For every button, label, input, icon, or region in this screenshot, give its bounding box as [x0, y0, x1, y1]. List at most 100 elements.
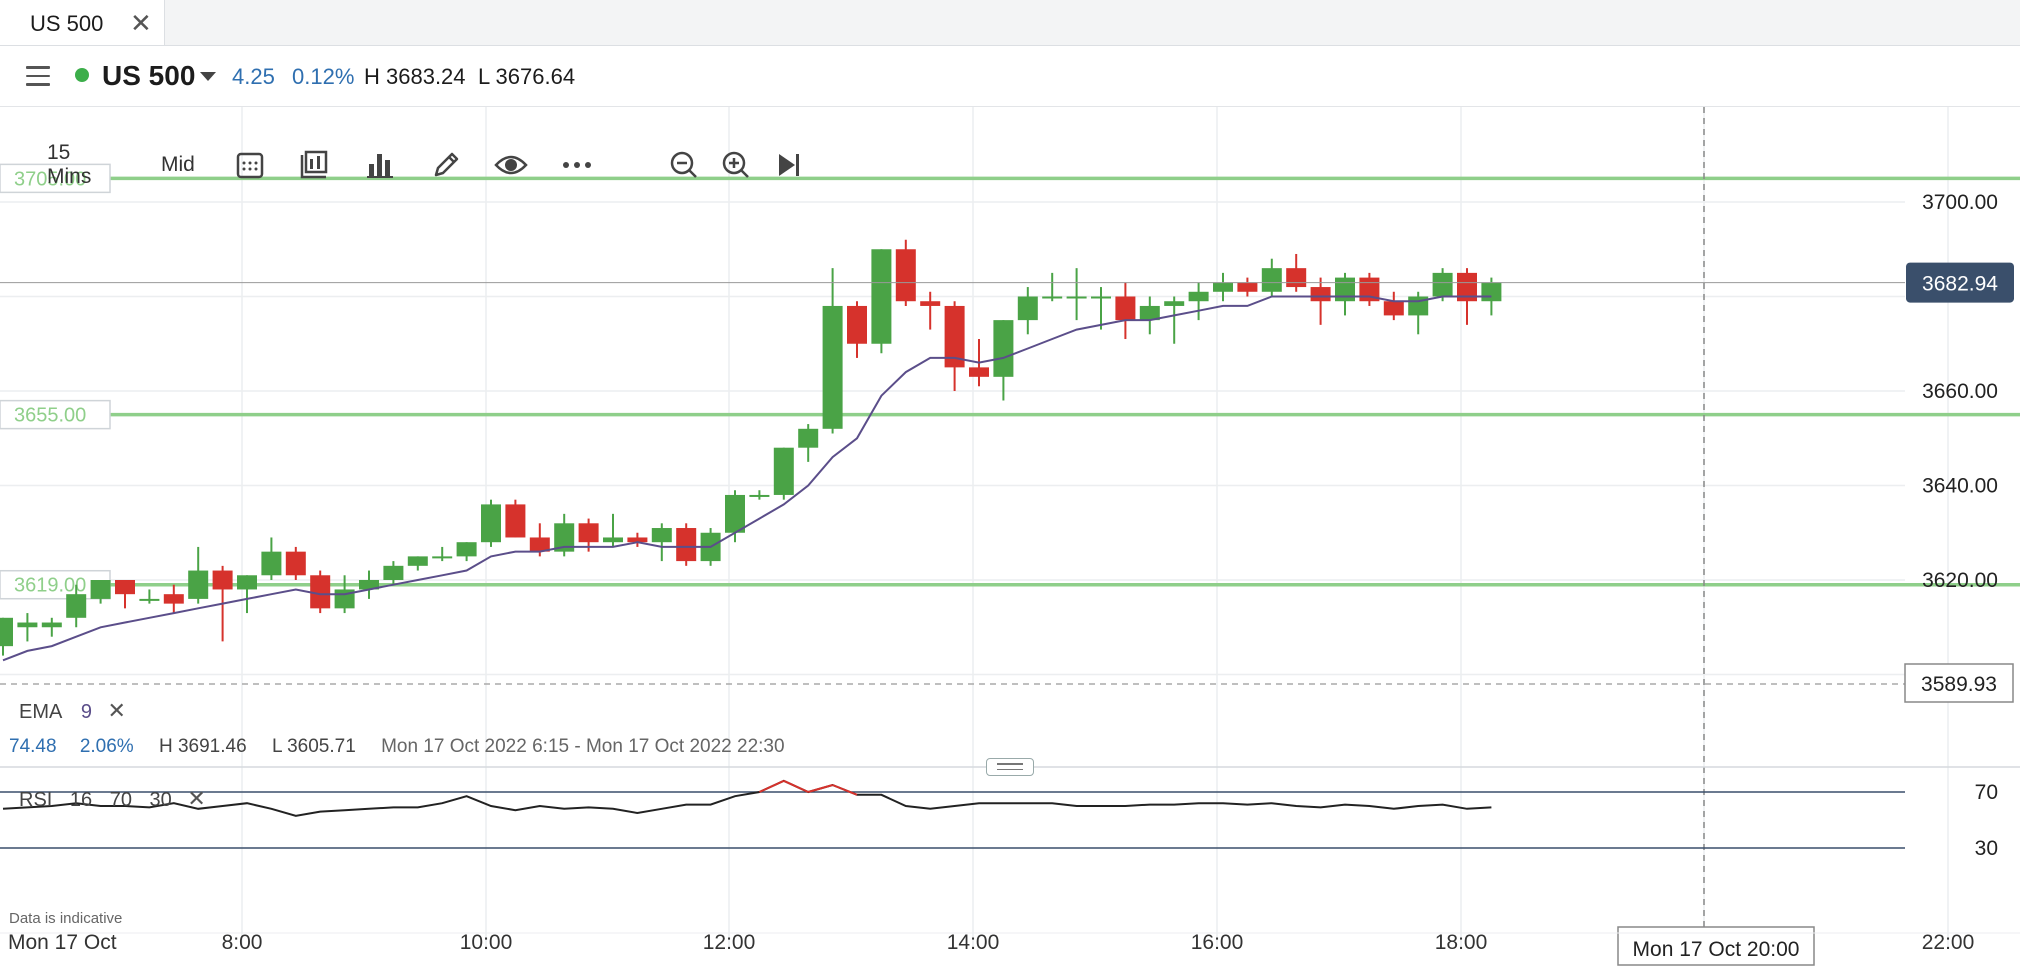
candle[interactable] [1286, 253, 1307, 292]
candle[interactable] [237, 575, 257, 614]
candle[interactable] [1164, 296, 1185, 344]
candle[interactable] [383, 561, 404, 585]
draw-icon[interactable] [430, 140, 462, 190]
candle[interactable] [1359, 272, 1380, 306]
candle[interactable] [310, 570, 331, 614]
candle[interactable] [163, 584, 184, 614]
candle[interactable] [1066, 268, 1087, 321]
candle-body [1457, 272, 1477, 302]
x-tick-label: Mon 17 Oct [8, 931, 117, 954]
price-chart[interactable]: 3705.00 3655.00 3619.00 3700.00 3660.00 3640… [0, 107, 2020, 970]
crosshair-price-label: 3589.93 [1921, 673, 1997, 696]
x-tick-label: 18:00 [1435, 931, 1488, 954]
candle[interactable] [1237, 277, 1258, 297]
candle-body [1481, 282, 1502, 302]
candle[interactable] [66, 584, 87, 628]
candle[interactable] [603, 513, 623, 547]
tab-us500[interactable]: US 500 ✕ [0, 0, 165, 45]
candle[interactable] [627, 532, 648, 547]
range-info: 74.48 2.06% H 3691.46 L 3605.71 Mon 17 O… [9, 736, 785, 758]
candle[interactable] [17, 613, 38, 642]
rsi-tick-30: 30 [1975, 837, 1998, 860]
rsi-tick-70: 70 [1975, 781, 1998, 804]
candle[interactable] [822, 268, 843, 434]
candle[interactable] [407, 556, 428, 571]
level-tag[interactable] [0, 399, 111, 430]
rsi-upper: 70 [109, 789, 132, 811]
indicators-icon[interactable] [365, 140, 395, 190]
pane-resize-handle[interactable] [986, 758, 1034, 776]
candle[interactable] [1042, 272, 1063, 302]
candle[interactable] [676, 523, 697, 566]
instrument-name[interactable]: US 500 [102, 60, 196, 91]
candle[interactable] [1017, 287, 1038, 335]
candle[interactable] [456, 542, 477, 562]
candle-body [1017, 296, 1038, 321]
rsi-overbought-segment [807, 784, 833, 793]
candle[interactable] [432, 546, 453, 562]
jump-to-latest-icon[interactable] [775, 140, 803, 190]
candle-body [163, 594, 184, 604]
candle[interactable] [725, 490, 745, 543]
candle[interactable] [944, 301, 965, 391]
price-type-selector[interactable]: Mid [161, 153, 195, 176]
candle[interactable] [1115, 282, 1136, 340]
remove-ema-icon[interactable]: ✕ [107, 698, 126, 723]
zoom-in-icon[interactable] [720, 140, 752, 190]
close-icon[interactable]: ✕ [130, 8, 152, 38]
candle[interactable] [895, 239, 916, 306]
candle[interactable] [847, 301, 867, 358]
candle-body [529, 537, 550, 552]
candle[interactable] [359, 570, 379, 599]
chart-type-icon[interactable] [298, 140, 330, 190]
candle[interactable] [1261, 258, 1282, 297]
level-tag[interactable] [0, 163, 111, 194]
candle[interactable] [188, 546, 209, 604]
candle-body [212, 570, 233, 590]
candle[interactable] [651, 523, 672, 562]
candle[interactable] [554, 513, 575, 557]
candle[interactable] [261, 537, 282, 580]
candle[interactable] [871, 249, 892, 354]
candle[interactable] [285, 546, 306, 580]
eye-icon[interactable] [494, 140, 528, 190]
candle[interactable] [505, 499, 526, 538]
candle[interactable] [1310, 277, 1331, 325]
candle[interactable] [920, 291, 941, 330]
candle-body [944, 305, 965, 368]
calendar-icon[interactable] [235, 140, 265, 190]
candle[interactable] [41, 617, 62, 637]
candle[interactable] [1335, 272, 1355, 316]
candle-body [895, 249, 916, 302]
candle[interactable] [1408, 291, 1429, 335]
candle[interactable] [1188, 282, 1209, 321]
more-icon[interactable] [560, 140, 594, 190]
candle[interactable] [1213, 272, 1233, 302]
y-tick-label: 3660.00 [1922, 380, 1998, 403]
hamburger-menu-icon[interactable] [26, 66, 50, 86]
rsi-overbought-segment [758, 779, 785, 793]
crosshair-time-label: Mon 17 Oct 20:00 [1633, 938, 1800, 961]
chevron-down-icon[interactable] [200, 72, 216, 81]
candle[interactable] [798, 424, 819, 462]
candle[interactable] [749, 490, 770, 500]
candle[interactable] [993, 320, 1014, 401]
candle[interactable] [0, 617, 13, 656]
candle[interactable] [773, 447, 794, 500]
candle-body [1359, 277, 1380, 302]
candle-body [1091, 296, 1111, 299]
range-change: 74.48 [9, 736, 57, 757]
candle[interactable] [1091, 287, 1111, 330]
candle[interactable] [90, 580, 111, 604]
candle-body [310, 575, 331, 609]
candle[interactable] [1383, 291, 1404, 321]
timeframe-selector[interactable]: 15 Mins [47, 141, 92, 188]
remove-rsi-icon[interactable]: ✕ [187, 786, 206, 811]
candle[interactable] [481, 499, 501, 547]
candle[interactable] [139, 589, 160, 604]
candle[interactable] [1139, 296, 1160, 335]
candle-body [725, 494, 745, 533]
disclaimer: Data is indicative [9, 910, 123, 927]
zoom-out-icon[interactable] [668, 140, 700, 190]
candle[interactable] [115, 580, 135, 609]
